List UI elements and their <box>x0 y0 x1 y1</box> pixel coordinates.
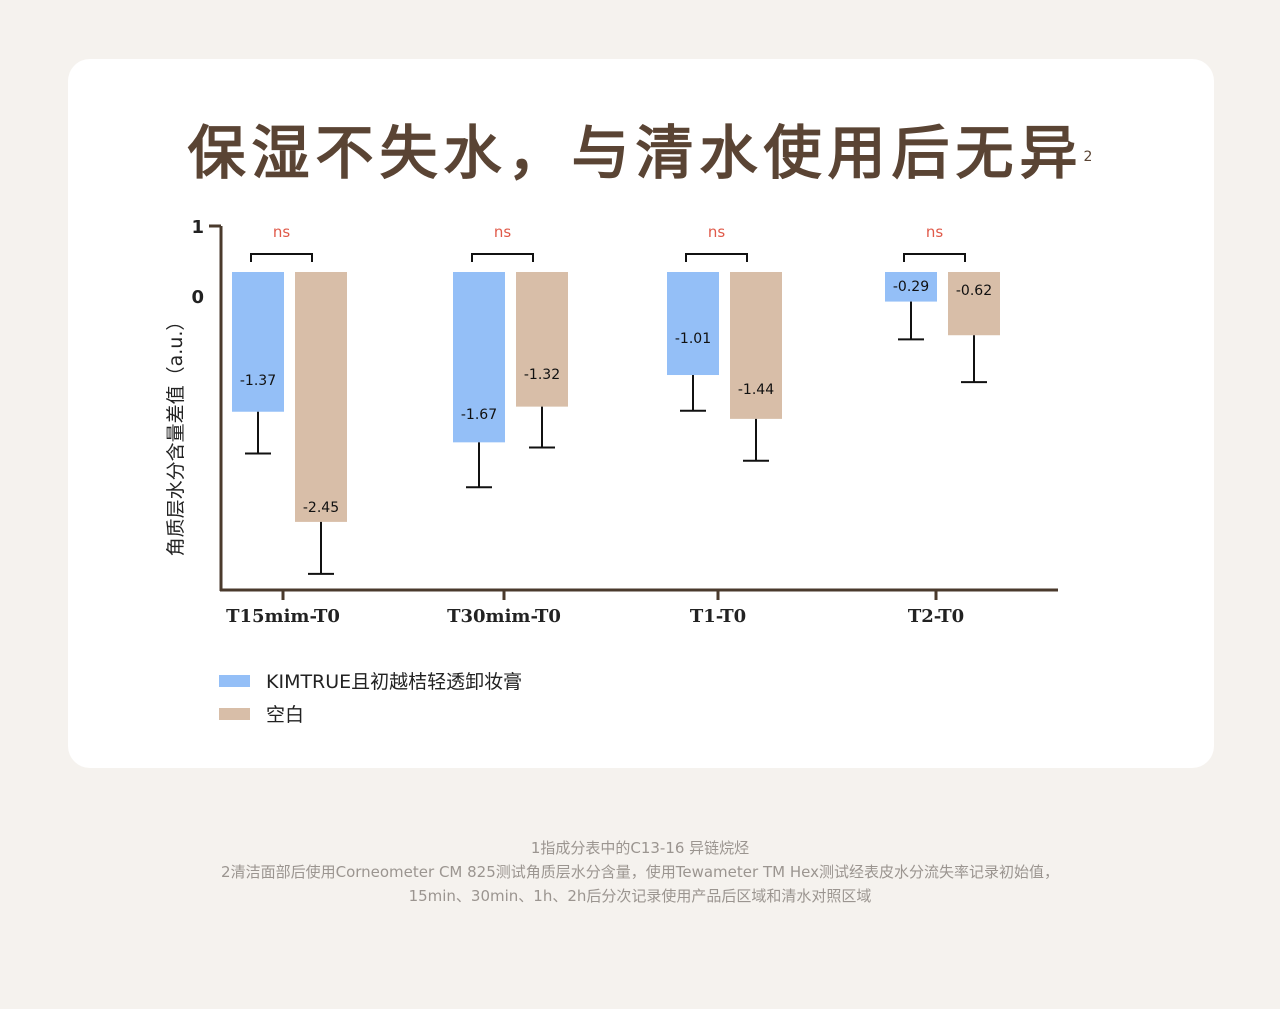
bar <box>667 272 719 376</box>
bar-value-label: -1.01 <box>675 331 711 347</box>
legend-label-blank: 空白 <box>266 704 305 726</box>
bar-value-label: -0.29 <box>893 279 929 295</box>
x-tick-label: T1-T0 <box>690 606 746 627</box>
bar-value-label: -1.67 <box>461 407 497 423</box>
significance-label: ns <box>494 223 512 241</box>
bar-value-label: -1.37 <box>240 373 276 389</box>
legend-swatch-blank <box>219 707 250 720</box>
bar-value-label: -0.62 <box>956 283 992 299</box>
y-axis-label: 角质层水分含量差值（a.u.） <box>165 312 187 557</box>
y-tick-label-0: 0 <box>191 287 204 308</box>
legend: KIMTRUE且初越桔轻透卸妆膏 空白 <box>219 664 522 730</box>
significance-bracket <box>903 253 966 262</box>
significance-label: ns <box>708 223 726 241</box>
x-tick-label: T2-T0 <box>908 606 964 627</box>
significance-bracket <box>250 253 313 262</box>
bar <box>730 272 782 419</box>
legend-label-kimtrue: KIMTRUE且初越桔轻透卸妆膏 <box>266 671 523 693</box>
bar <box>516 272 568 407</box>
legend-item-blank: 空白 <box>219 697 522 730</box>
y-tick-label-1: 1 <box>191 217 204 238</box>
legend-item-kimtrue: KIMTRUE且初越桔轻透卸妆膏 <box>219 664 522 697</box>
bar <box>885 272 937 302</box>
bar <box>948 272 1000 336</box>
footnote-1: 1指成分表中的C13-16 异链烷烃 <box>530 839 750 857</box>
x-tick-label: T15mim-T0 <box>226 606 340 627</box>
significance-bracket <box>685 253 748 262</box>
legend-swatch-kimtrue <box>219 674 250 687</box>
bar-value-label: -2.45 <box>303 500 339 516</box>
bar <box>232 272 284 412</box>
footnote-3: 15min、30min、1h、2h后分次记录使用产品后区域和清水对照区域 <box>408 887 872 905</box>
bar-value-label: -1.32 <box>524 367 560 383</box>
significance-bracket <box>471 253 534 262</box>
page-title: 保湿不失水，与清水使用后无异2 <box>0 118 1280 188</box>
title-text: 保湿不失水，与清水使用后无异 <box>187 119 1084 187</box>
bar <box>295 272 347 522</box>
significance-label: ns <box>926 223 944 241</box>
x-tick-label: T30mim-T0 <box>447 606 561 627</box>
footnote-2: 2清洁面部后使用Corneometer CM 825测试角质层水分含量，使用Te… <box>221 863 1059 881</box>
footnotes: 1指成分表中的C13-16 异链烷烃 2清洁面部后使用Corneometer C… <box>0 836 1280 908</box>
title-footnote-mark: 2 <box>1083 149 1093 165</box>
significance-label: ns <box>273 223 291 241</box>
bar-value-label: -1.44 <box>738 382 774 398</box>
bar <box>453 272 505 443</box>
